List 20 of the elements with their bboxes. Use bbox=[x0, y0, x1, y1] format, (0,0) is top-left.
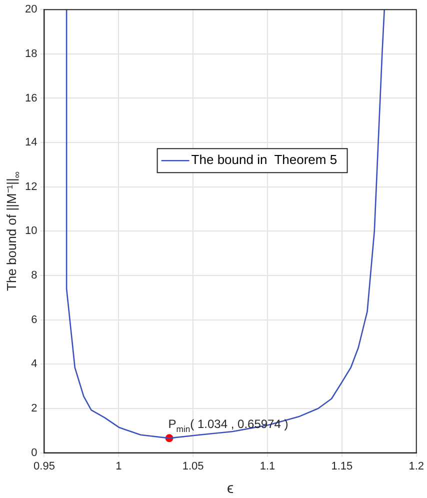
y-tick-label: 6 bbox=[31, 314, 38, 326]
x-tick-label: 1.1 bbox=[260, 460, 276, 472]
x-tick-label: 1.05 bbox=[182, 460, 204, 472]
x-tick-label: 1 bbox=[116, 460, 122, 472]
legend-label: The bound in Theorem 5 bbox=[191, 152, 338, 168]
y-tick-label: 8 bbox=[31, 270, 38, 282]
y-tick-label: 2 bbox=[31, 402, 38, 415]
x-tick-label: 0.95 bbox=[34, 460, 55, 472]
x-tick-label: 1.2 bbox=[408, 460, 424, 472]
y-tick-label: 10 bbox=[24, 225, 38, 238]
y-tick-label: 18 bbox=[24, 48, 38, 60]
y-tick-label: 4 bbox=[31, 358, 38, 370]
y-tick-label: 20 bbox=[24, 4, 38, 16]
y-tick-label: 12 bbox=[24, 180, 38, 193]
y-tick-label: 16 bbox=[24, 92, 38, 104]
y-tick-label: 0 bbox=[31, 446, 38, 459]
y-axis-title: The bound of ||M⁻¹||∞ bbox=[4, 171, 22, 291]
x-axis-title: ϵ bbox=[226, 480, 234, 497]
x-tick-label: 1.15 bbox=[331, 460, 353, 472]
y-tick-label: 14 bbox=[24, 136, 38, 149]
